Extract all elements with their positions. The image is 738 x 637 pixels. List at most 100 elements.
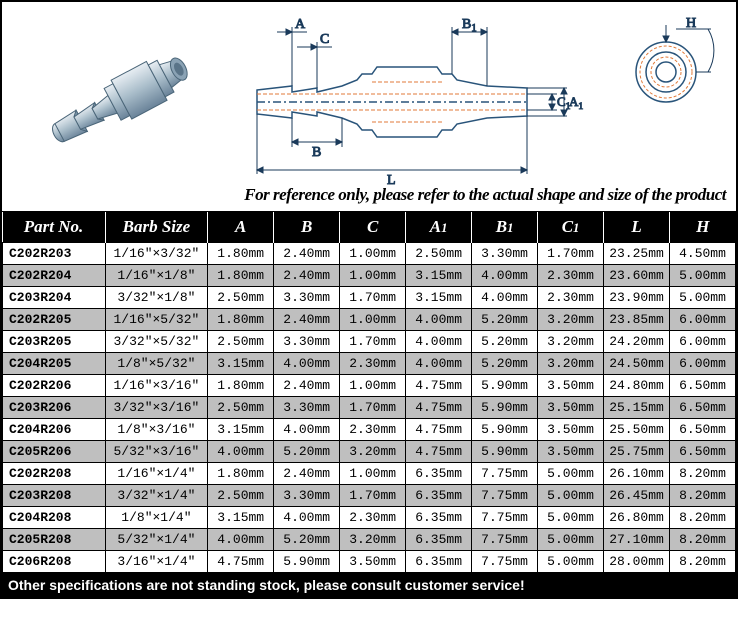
part-number: C202R206 — [3, 375, 106, 397]
dimension-cell: 2.40mm — [274, 309, 340, 331]
dimension-cell: 1.80mm — [208, 463, 274, 485]
dimension-cell: 2.40mm — [274, 375, 340, 397]
part-number: C204R206 — [3, 419, 106, 441]
dimension-cell: 4.00mm — [472, 265, 538, 287]
barb-size: 1/16"×1/4" — [105, 463, 208, 485]
col-a: A — [208, 212, 274, 243]
dimension-cell: 3.30mm — [274, 397, 340, 419]
dimension-cell: 4.00mm — [274, 419, 340, 441]
dimension-cell: 5.20mm — [274, 441, 340, 463]
barb-size: 1/16"×3/32" — [105, 243, 208, 265]
dimension-cell: 7.75mm — [472, 529, 538, 551]
dimension-cell: 3.15mm — [208, 507, 274, 529]
col-l: L — [604, 212, 670, 243]
dimension-cell: 25.50mm — [604, 419, 670, 441]
barb-size: 3/32"×5/32" — [105, 331, 208, 353]
table-row: C202R2051/16"×5/32"1.80mm2.40mm1.00mm4.0… — [3, 309, 736, 331]
reference-note: For reference only, please refer to the … — [244, 185, 726, 205]
dimension-cell: 1.70mm — [340, 331, 406, 353]
dimension-cell: 3.20mm — [538, 309, 604, 331]
dimension-cell: 4.00mm — [208, 529, 274, 551]
dimension-cell: 3.30mm — [274, 287, 340, 309]
dimension-cell: 3.50mm — [538, 419, 604, 441]
table-row: C202R2031/16"×3/32"1.80mm2.40mm1.00mm2.5… — [3, 243, 736, 265]
dimension-cell: 24.50mm — [604, 353, 670, 375]
dimension-cell: 5.00mm — [670, 287, 736, 309]
dimension-cell: 26.45mm — [604, 485, 670, 507]
dimension-cell: 2.40mm — [274, 265, 340, 287]
table-row: C203R2043/32"×1/8"2.50mm3.30mm1.70mm3.15… — [3, 287, 736, 309]
col-c1: C1 — [538, 212, 604, 243]
barb-size: 1/16"×5/32" — [105, 309, 208, 331]
dimension-cell: 3.50mm — [538, 375, 604, 397]
col-a1: A1 — [406, 212, 472, 243]
dimension-cell: 6.00mm — [670, 331, 736, 353]
table-row: C204R2061/8"×3/16"3.15mm4.00mm2.30mm4.75… — [3, 419, 736, 441]
dimension-cell: 7.75mm — [472, 551, 538, 573]
part-number: C202R208 — [3, 463, 106, 485]
col-barbsize: Barb Size — [105, 212, 208, 243]
dimension-cell: 4.75mm — [406, 397, 472, 419]
spec-table: Part No.Barb SizeABCA1B1C1LH C202R2031/1… — [2, 212, 736, 573]
dimension-cell: 6.00mm — [670, 353, 736, 375]
dimension-cell: 25.15mm — [604, 397, 670, 419]
dimension-cell: 2.50mm — [208, 397, 274, 419]
dimension-cell: 1.70mm — [340, 485, 406, 507]
dim-label-B: B — [312, 145, 321, 160]
table-row: C205R2085/32"×1/4"4.00mm5.20mm3.20mm6.35… — [3, 529, 736, 551]
part-number: C204R205 — [3, 353, 106, 375]
dimension-cell: 2.30mm — [340, 507, 406, 529]
dimension-cell: 1.00mm — [340, 243, 406, 265]
barb-size: 1/16"×3/16" — [105, 375, 208, 397]
dimension-cell: 3.15mm — [208, 353, 274, 375]
dimension-cell: 23.60mm — [604, 265, 670, 287]
dim-label-A: A — [295, 17, 306, 32]
table-row: C206R2083/16"×1/4"4.75mm5.90mm3.50mm6.35… — [3, 551, 736, 573]
part-number: C203R206 — [3, 397, 106, 419]
barb-size: 1/16"×1/8" — [105, 265, 208, 287]
table-row: C203R2083/32"×1/4"2.50mm3.30mm1.70mm6.35… — [3, 485, 736, 507]
dimension-cell: 6.50mm — [670, 375, 736, 397]
part-number: C205R206 — [3, 441, 106, 463]
dimension-cell: 4.75mm — [406, 441, 472, 463]
barb-size: 5/32"×1/4" — [105, 529, 208, 551]
dimension-cell: 1.00mm — [340, 375, 406, 397]
col-partno: Part No. — [3, 212, 106, 243]
col-b1: B1 — [472, 212, 538, 243]
dimension-cell: 5.90mm — [472, 397, 538, 419]
dimension-cell: 6.50mm — [670, 397, 736, 419]
dimension-cell: 5.90mm — [274, 551, 340, 573]
dim-label-A1: A1 — [569, 94, 583, 112]
dimension-cell: 5.20mm — [472, 331, 538, 353]
dimension-cell: 3.30mm — [274, 485, 340, 507]
dimension-cell: 3.20mm — [340, 441, 406, 463]
dimension-cell: 8.20mm — [670, 529, 736, 551]
dimension-cell: 1.70mm — [340, 397, 406, 419]
dim-label-B1: B1 — [462, 17, 477, 34]
part-number: C202R203 — [3, 243, 106, 265]
dimension-cell: 5.00mm — [538, 485, 604, 507]
dimension-cell: 3.50mm — [340, 551, 406, 573]
dimension-cell: 2.40mm — [274, 463, 340, 485]
dim-label-C: C — [320, 32, 329, 47]
table-row: C202R2061/16"×3/16"1.80mm2.40mm1.00mm4.7… — [3, 375, 736, 397]
col-b: B — [274, 212, 340, 243]
dimension-cell: 6.50mm — [670, 441, 736, 463]
dimension-cell: 1.80mm — [208, 265, 274, 287]
dimension-cell: 2.50mm — [208, 287, 274, 309]
dimension-cell: 3.50mm — [538, 441, 604, 463]
dimension-cell: 7.75mm — [472, 507, 538, 529]
dimension-cell: 2.40mm — [274, 243, 340, 265]
dimension-cell: 26.80mm — [604, 507, 670, 529]
dimension-cell: 2.30mm — [538, 287, 604, 309]
barb-size: 3/16"×1/4" — [105, 551, 208, 573]
col-h: H — [670, 212, 736, 243]
dimension-cell: 6.35mm — [406, 529, 472, 551]
table-row: C202R2081/16"×1/4"1.80mm2.40mm1.00mm6.35… — [3, 463, 736, 485]
dimension-cell: 4.00mm — [208, 441, 274, 463]
dimension-cell: 23.90mm — [604, 287, 670, 309]
dimension-cell: 5.90mm — [472, 419, 538, 441]
table-row: C204R2081/8"×1/4"3.15mm4.00mm2.30mm6.35m… — [3, 507, 736, 529]
dim-label-H: H — [686, 17, 696, 31]
dimension-cell: 26.10mm — [604, 463, 670, 485]
